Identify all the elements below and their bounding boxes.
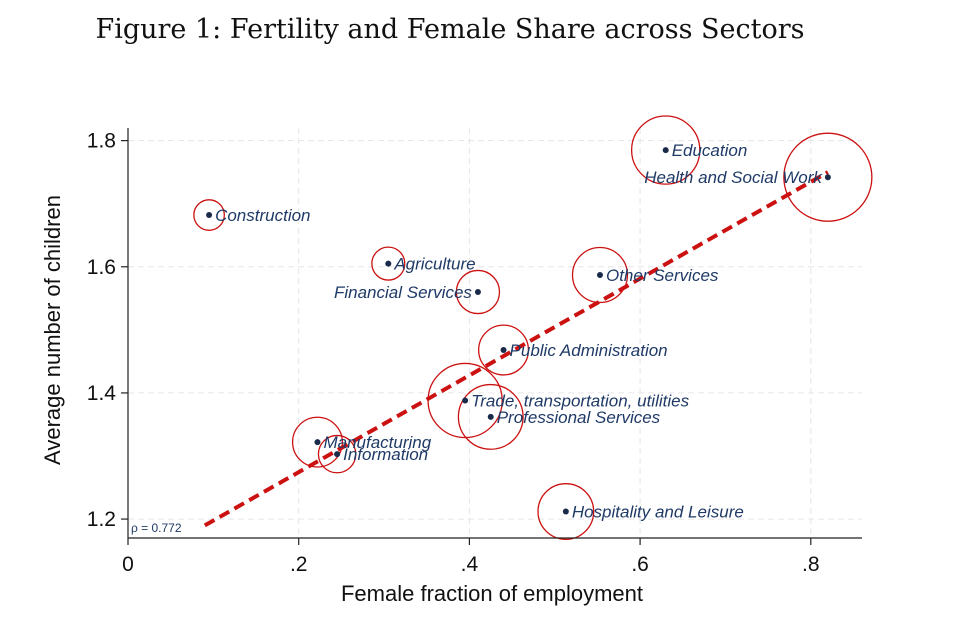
point-label: Education [672,141,748,160]
x-tick-label: .2 [290,553,308,576]
bubble [317,434,357,474]
y-tick-label: 1.2 [87,508,116,531]
data-point [824,174,831,181]
fit-line [203,170,829,528]
figure-title: Figure 1: Fertility and Female Share acr… [95,14,805,45]
point-label: Agriculture [393,255,475,274]
data-point [206,212,213,219]
data-point [662,147,669,154]
point-label: Trade, transportation, utilities [471,391,689,410]
data-point [462,397,469,404]
points-group [206,147,831,515]
data-point [487,413,494,420]
x-axis-label: Female fraction of employment [341,581,643,606]
data-point [500,347,507,354]
y-tick-label: 1.4 [87,382,117,405]
bubble [371,246,406,281]
bubble [537,483,595,540]
point-label: Public Administration [510,341,668,360]
labels-group: Education Health and Social Work Construct… [215,141,823,521]
grid-lines [127,128,862,538]
x-tick-label: .8 [802,553,820,576]
x-tick-label: .6 [631,553,649,576]
data-point [596,271,603,278]
data-point [385,260,392,267]
bubble [571,246,629,304]
bubbles-group [193,115,873,540]
bubble [193,199,225,231]
data-point [474,289,481,295]
point-label: Information [343,445,428,464]
bubble [630,115,701,185]
fit-line-group [203,170,829,528]
data-point [314,439,321,446]
point-label: Financial Services [334,283,472,302]
point-label: Professional Services [497,408,661,427]
bubble [455,269,501,315]
bubble [291,416,344,468]
axes-group: 1.2 1.4 1.6 1.8 0 .2 .4 .6 .8 [87,128,862,576]
point-label: Hospitality and Leisure [572,503,744,522]
point-label: Manufacturing [323,433,431,452]
x-tick-label: 0 [122,553,134,576]
bubble [783,132,873,222]
y-axis-label: Average number of children [40,195,65,465]
y-tick-label: 1.6 [87,256,116,279]
data-point [334,451,341,458]
bubble [457,383,524,450]
point-label: Other Services [606,266,719,285]
x-tick-label: .4 [461,553,479,576]
data-point [562,508,569,515]
correlation-annotation: ρ = 0.772 [131,521,182,535]
point-label: Health and Social Work [644,168,823,187]
y-tick-label: 1.8 [87,130,116,153]
point-label: Construction [215,206,310,225]
bubble [477,324,530,376]
